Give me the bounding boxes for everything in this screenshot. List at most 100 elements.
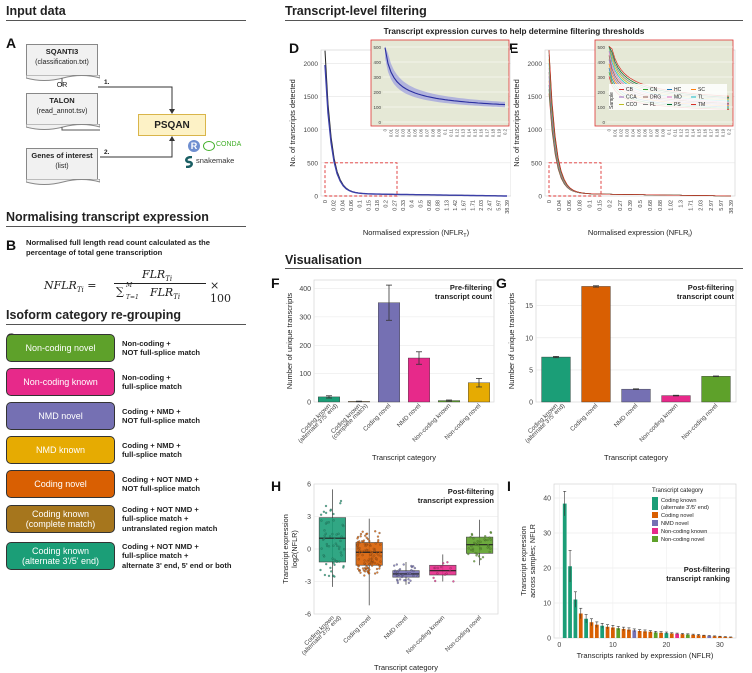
data-point [325, 562, 328, 566]
data-point [337, 532, 340, 535]
data-point [477, 555, 481, 558]
data-point [356, 567, 360, 570]
data-point [469, 535, 472, 539]
data-point [339, 499, 343, 503]
data-point [400, 575, 404, 579]
y-tick-label: 0 [307, 400, 311, 407]
panel-letter-e: E [509, 40, 519, 56]
isoform-title: Isoform category re-grouping [6, 308, 182, 322]
normalising-title: Normalising transcript expression [6, 210, 209, 224]
sample-legend-label: DRG [650, 95, 661, 101]
data-point [342, 548, 346, 551]
rank-bar [584, 618, 588, 638]
inset-x-tick-label: 0.01 [613, 128, 618, 137]
panel-letter-b: B [6, 237, 17, 253]
x-tick-label: 0.18 [375, 200, 381, 211]
inset-x-tick-label: 0.13 [461, 128, 466, 137]
bar [661, 395, 691, 403]
sample-legend-label: HC [674, 87, 682, 93]
data-point [394, 570, 397, 574]
data-point [379, 555, 382, 558]
data-point [338, 545, 341, 549]
filtering-title: Transcript-level filtering [285, 4, 427, 18]
nflr-formula: NFLRTi = FLRTi ∑ M T=1 FLRTi × 100 [44, 266, 234, 305]
data-point [320, 547, 323, 550]
category-description: Non-coding + full-splice match [122, 372, 182, 392]
inset-x-tick-label: 0.07 [425, 128, 430, 137]
data-point [332, 544, 335, 547]
rank-bar [594, 624, 599, 638]
arrow-2-label: 2. [104, 149, 110, 156]
legend-label-line: Coding novel [661, 513, 694, 519]
data-point [368, 568, 371, 571]
data-point [376, 571, 379, 574]
chart-i-postfilter-ranking: 0 10 20 30 40 0 10 20 30 Transcript category Codin… [519, 483, 737, 660]
x-axis-label: Transcript category [374, 663, 438, 672]
data-point [443, 573, 447, 576]
y-tick-label: 200 [299, 343, 311, 350]
x-tick-label: 0 [323, 200, 329, 203]
data-point [395, 563, 398, 566]
data-point [378, 551, 381, 554]
x-axis-label-end: ) [467, 228, 470, 237]
data-point [369, 553, 372, 556]
inset-x-tick-label: 0.06 [419, 128, 424, 137]
inset-x-tick-label: 0.18 [491, 128, 496, 137]
data-point [358, 549, 361, 552]
data-point [370, 561, 373, 565]
category-box: NMD known [6, 436, 115, 464]
rank-bar [611, 627, 615, 638]
data-point [365, 543, 368, 547]
threshold-box [324, 162, 398, 197]
x-tick-label: 0.15 [366, 200, 372, 211]
inset-y-tick-label: 100 [597, 105, 605, 110]
x-tick-label: NMD novel [613, 402, 640, 429]
chart-title-line: Post-filtering [684, 565, 731, 574]
data-point [489, 531, 493, 534]
x-tick-label: 0.04 [340, 200, 346, 211]
data-point [473, 541, 476, 545]
inset-y-tick-label: 0 [602, 120, 605, 125]
data-point [359, 535, 362, 538]
y-tick-label: 1500 [528, 94, 543, 101]
data-point [375, 552, 378, 555]
category-description: Coding + NOT NMD + full-splice match + alt… [122, 541, 232, 570]
bar [621, 388, 651, 403]
legend-label: Non-coding novel [661, 537, 705, 543]
data-point [379, 543, 382, 546]
y-tick-label: 0 [547, 636, 551, 643]
inset-x-tick-label: 0.05 [637, 128, 642, 137]
data-point [481, 556, 485, 559]
x-axis-label: Normalised expression (NFLRT) [363, 228, 470, 238]
data-point [409, 579, 412, 582]
y-tick-label: 40 [543, 496, 551, 503]
data-point [320, 519, 323, 522]
rank-bar [568, 566, 572, 638]
rank-bar [627, 629, 631, 638]
data-point [467, 552, 470, 556]
rank-bar [702, 635, 706, 638]
inset-x-tick-label: 0.08 [431, 128, 436, 137]
legend-label-line: (alternate 3'/5' end) [661, 505, 709, 511]
x-tick-label: (alternate 3'/5' end) [300, 614, 342, 656]
category-description: Coding + NOT NMD + NOT full-splice match [122, 474, 201, 494]
data-point [470, 544, 473, 548]
panel-letter-h: H [271, 478, 282, 494]
x-tick-label: 0.4 [410, 200, 416, 208]
x-tick-label: NMD novel [396, 402, 423, 429]
inset-x-tick-label: 0.17 [485, 128, 490, 137]
x-tick-label: Non-coding novel [444, 614, 483, 653]
y-tick-label: 5 [529, 367, 533, 374]
data-point [393, 564, 396, 567]
rank-bar [562, 503, 567, 638]
data-point [319, 513, 323, 516]
data-point [432, 576, 435, 580]
data-point [378, 567, 381, 570]
x-tick-label: 0.06 [567, 200, 573, 211]
sample-legend-label: CCA [626, 95, 637, 101]
x-tick-label: 2.03 [479, 200, 485, 211]
talon-title: TALON [49, 96, 75, 105]
legend-key [652, 528, 658, 534]
data-point [361, 553, 364, 557]
data-point [335, 560, 338, 563]
